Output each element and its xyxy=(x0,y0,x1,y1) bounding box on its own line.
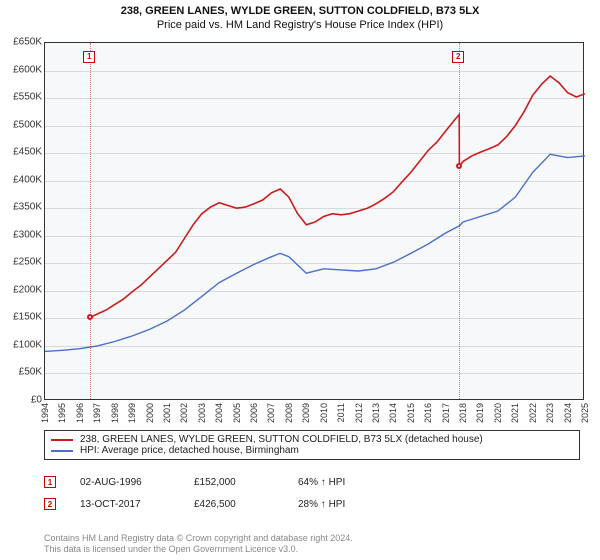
y-tick-label: £650K xyxy=(0,37,42,48)
legend-swatch xyxy=(51,450,73,452)
x-tick-label: 2001 xyxy=(162,403,172,423)
y-tick-label: £50K xyxy=(0,367,42,378)
chart-footer: Contains HM Land Registry data © Crown c… xyxy=(44,533,353,556)
sale-marker-box: 2 xyxy=(44,498,56,510)
x-tick-label: 2009 xyxy=(301,403,311,423)
x-tick-label: 2019 xyxy=(475,403,485,423)
legend-row: 238, GREEN LANES, WYLDE GREEN, SUTTON CO… xyxy=(51,434,573,445)
sale-price: £152,000 xyxy=(194,477,274,488)
y-tick-label: £0 xyxy=(0,395,42,406)
sale-date: 13-OCT-2017 xyxy=(80,499,170,510)
x-tick-label: 2012 xyxy=(354,403,364,423)
y-tick-label: £350K xyxy=(0,202,42,213)
series-hpi xyxy=(45,154,585,351)
chart-container: 238, GREEN LANES, WYLDE GREEN, SUTTON CO… xyxy=(0,0,600,560)
y-tick-label: £250K xyxy=(0,257,42,268)
x-tick-label: 1997 xyxy=(92,403,102,423)
x-tick-label: 1996 xyxy=(75,403,85,423)
y-tick-label: £300K xyxy=(0,229,42,240)
sale-row: 2 13-OCT-2017 £426,500 28% ↑ HPI xyxy=(44,498,345,510)
marker-dot xyxy=(456,163,462,169)
chart-titles: 238, GREEN LANES, WYLDE GREEN, SUTTON CO… xyxy=(0,0,600,31)
sale-marker-box: 1 xyxy=(44,476,56,488)
marker-vline xyxy=(90,43,91,399)
x-tick-label: 1999 xyxy=(127,403,137,423)
chart-title-subtitle: Price paid vs. HM Land Registry's House … xyxy=(4,19,596,31)
x-tick-label: 1995 xyxy=(57,403,67,423)
y-tick-label: £100K xyxy=(0,339,42,350)
y-tick-label: £450K xyxy=(0,147,42,158)
y-tick-label: £500K xyxy=(0,119,42,130)
x-tick-label: 2010 xyxy=(319,403,329,423)
x-tick-label: 2014 xyxy=(388,403,398,423)
x-tick-label: 1998 xyxy=(110,403,120,423)
x-tick-label: 2025 xyxy=(580,403,590,423)
footer-line2: This data is licensed under the Open Gov… xyxy=(44,544,353,556)
x-tick-label: 2023 xyxy=(545,403,555,423)
x-tick-label: 2024 xyxy=(563,403,573,423)
x-tick-label: 2005 xyxy=(232,403,242,423)
y-tick-label: £200K xyxy=(0,284,42,295)
sale-price: £426,500 xyxy=(194,499,274,510)
chart-legend: 238, GREEN LANES, WYLDE GREEN, SUTTON CO… xyxy=(44,430,580,460)
footer-line1: Contains HM Land Registry data © Crown c… xyxy=(44,533,353,545)
y-tick-label: £600K xyxy=(0,64,42,75)
x-tick-label: 2000 xyxy=(145,403,155,423)
sale-row: 1 02-AUG-1996 £152,000 64% ↑ HPI xyxy=(44,476,345,488)
x-tick-label: 1994 xyxy=(40,403,50,423)
x-tick-label: 2003 xyxy=(197,403,207,423)
legend-swatch xyxy=(51,439,73,441)
legend-label: 238, GREEN LANES, WYLDE GREEN, SUTTON CO… xyxy=(80,434,483,445)
x-tick-label: 2006 xyxy=(249,403,259,423)
x-tick-label: 2002 xyxy=(179,403,189,423)
series-property xyxy=(90,76,585,317)
chart-lines-svg xyxy=(45,43,585,401)
legend-label: HPI: Average price, detached house, Birm… xyxy=(80,445,299,456)
marker-vline xyxy=(459,43,460,399)
x-tick-label: 2016 xyxy=(423,403,433,423)
x-tick-label: 2008 xyxy=(284,403,294,423)
chart-title-address: 238, GREEN LANES, WYLDE GREEN, SUTTON CO… xyxy=(4,5,596,17)
marker-dot xyxy=(87,314,93,320)
x-tick-label: 2011 xyxy=(336,403,346,422)
chart-plot-area xyxy=(44,42,584,400)
x-tick-label: 2013 xyxy=(371,403,381,423)
y-tick-label: £150K xyxy=(0,312,42,323)
sale-pct: 64% ↑ HPI xyxy=(298,477,345,488)
x-tick-label: 2007 xyxy=(266,403,276,423)
sale-pct: 28% ↑ HPI xyxy=(298,499,345,510)
y-tick-label: £400K xyxy=(0,174,42,185)
y-tick-label: £550K xyxy=(0,92,42,103)
x-tick-label: 2017 xyxy=(441,403,451,423)
x-tick-label: 2020 xyxy=(493,403,503,423)
legend-row: HPI: Average price, detached house, Birm… xyxy=(51,445,573,456)
marker-box: 2 xyxy=(452,51,464,63)
sale-date: 02-AUG-1996 xyxy=(80,477,170,488)
x-tick-label: 2015 xyxy=(406,403,416,423)
x-tick-label: 2004 xyxy=(214,403,224,423)
x-tick-label: 2022 xyxy=(528,403,538,423)
x-tick-label: 2021 xyxy=(510,403,520,423)
marker-box: 1 xyxy=(83,51,95,63)
x-tick-label: 2018 xyxy=(458,403,468,423)
